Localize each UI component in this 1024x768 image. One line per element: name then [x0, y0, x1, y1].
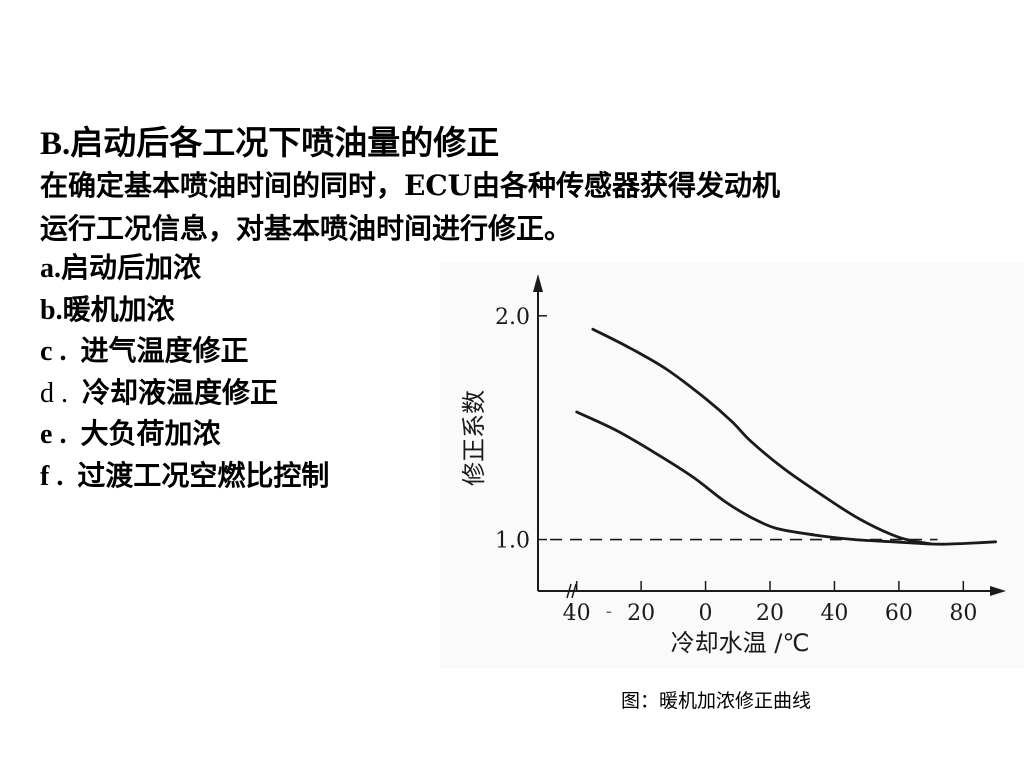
list-item: e . 大负荷加浓: [40, 414, 329, 456]
series-line-2: [575, 410, 997, 546]
list-item-text: 启动后加浓: [61, 251, 202, 284]
list-item-key: a: [40, 253, 54, 284]
series-line-1: [591, 327, 933, 546]
x-axis-title: 冷却水温 /℃: [671, 629, 810, 657]
warmup-enrichment-chart: 40 20 0 20 40 60 80 - 1.0 2.0 修正系数冷却水温 /℃: [440, 262, 1024, 668]
axis-break-mark: [571, 583, 577, 599]
intro-line-2: 运行工况信息，对基本喷油时间进行修正。: [40, 212, 573, 245]
list-item: c . 进气温度修正: [40, 331, 329, 373]
list-item-text: 过渡工况空燃比控制: [77, 458, 330, 492]
axis-break-mark: [566, 583, 572, 599]
list-item-separator: .: [52, 336, 81, 367]
section-heading: B.启动后各工况下喷油量的修正: [40, 116, 499, 164]
x-tick-minus-mark: -: [606, 601, 613, 622]
correction-list: a.启动后加浓 b.暖机加浓 c . 进气温度修正 d . 冷却液温度修正 e . 大负…: [40, 248, 329, 497]
x-tick-label: 60: [885, 601, 913, 626]
list-item-key: f: [40, 460, 50, 492]
list-item-separator: .: [52, 419, 81, 450]
x-tick-label: 40: [820, 601, 848, 626]
heading-separator: .: [62, 126, 71, 162]
x-tick-label: 0: [699, 601, 713, 626]
y-tick-label: 2.0: [495, 305, 530, 330]
list-item-separator: .: [49, 460, 78, 492]
x-tick-label: 20: [756, 601, 784, 626]
list-item-separator: .: [54, 377, 82, 409]
figure-caption: 图：暖机加浓修正曲线: [621, 690, 812, 712]
list-item: b.暖机加浓: [40, 290, 329, 332]
intro-line-1: 在确定基本喷油时间的同时，ECU由各种传感器获得发动机: [40, 169, 781, 202]
y-tick-label: 1.0: [495, 529, 530, 554]
list-item-text: 大负荷加浓: [80, 417, 221, 450]
x-axis-arrow: [990, 586, 1006, 596]
list-item: f . 过渡工况空燃比控制: [40, 456, 329, 498]
list-item: a.启动后加浓: [40, 248, 329, 290]
list-item-text: 进气温度修正: [80, 334, 249, 367]
x-tick-label: 40: [563, 601, 591, 626]
list-item-separator: .: [54, 253, 61, 284]
list-item-text: 暖机加浓: [62, 292, 175, 326]
y-axis-arrow: [533, 274, 543, 292]
list-item-key: c: [40, 336, 53, 367]
x-tick-label: 20: [627, 601, 655, 626]
list-item-key: e: [40, 419, 53, 450]
list-item-key: d: [40, 377, 54, 409]
heading-text: 启动后各工况下喷油量的修正: [70, 123, 500, 162]
list-item-key: b: [40, 294, 56, 326]
y-axis-title: 修正系数: [460, 390, 488, 486]
intro-paragraph: 在确定基本喷油时间的同时，ECU由各种传感器获得发动机 运行工况信息，对基本喷油…: [40, 164, 780, 250]
list-item: d . 冷却液温度修正: [40, 373, 329, 415]
heading-marker: B: [40, 126, 63, 162]
list-item-separator: .: [55, 294, 63, 326]
x-tick-label: 80: [949, 601, 977, 626]
list-item-text: 冷却液温度修正: [82, 375, 279, 409]
